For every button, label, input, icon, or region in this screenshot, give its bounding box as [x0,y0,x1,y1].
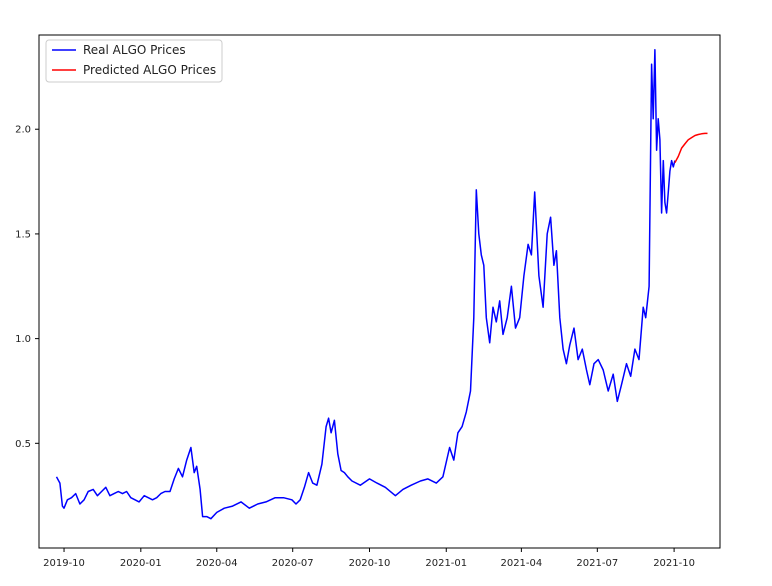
x-axis: 2019-10 2020-01 2020-04 2020-07 2020-10 2021-… [43,548,695,569]
x-tick-label: 2020-10 [349,558,391,569]
plot-area [38,34,721,549]
x-tick-label: 2020-01 [120,558,162,569]
x-tick-label: 2020-07 [272,558,314,569]
series-layer [55,48,708,520]
legend-box [45,39,223,83]
y-tick-label: 1.0 [15,334,31,345]
legend-label-real: Real ALGO Prices [83,43,186,57]
legend-label-predicted: Predicted ALGO Prices [83,63,216,77]
y-tick-label: 1.5 [15,229,31,240]
y-axis: 0.5 1.0 1.5 2.0 [15,125,39,450]
x-tick-label: 2021-04 [500,558,542,569]
series-line-predicted [674,132,708,164]
x-tick-label: 2021-01 [425,558,467,569]
x-tick-label: 2021-07 [576,558,618,569]
y-tick-label: 2.0 [15,125,31,136]
series-line-real [55,48,676,520]
x-tick-label: 2019-10 [43,558,85,569]
legend: Real ALGO Prices Predicted ALGO Prices [45,39,223,83]
x-tick-label: 2020-04 [196,558,238,569]
x-tick-label: 2021-10 [653,558,695,569]
y-tick-label: 0.5 [15,439,31,450]
